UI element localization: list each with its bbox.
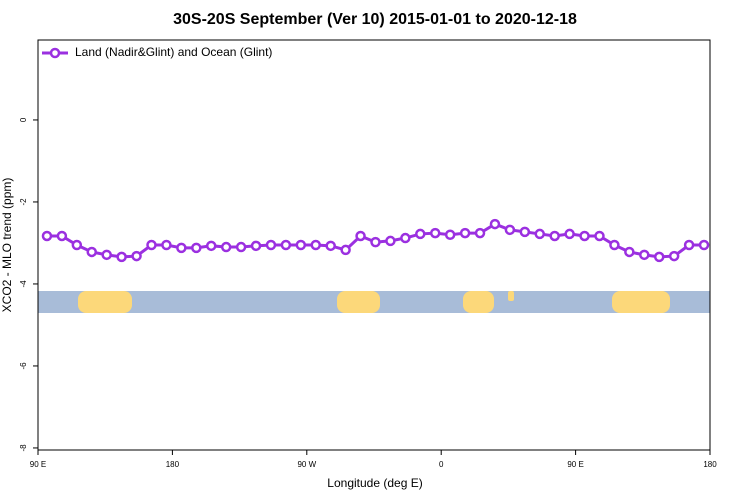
legend-marker [49, 47, 61, 59]
y-tick-label: -8 [19, 444, 28, 452]
data-point [310, 239, 322, 251]
x-tick-label: 90 E [567, 460, 583, 469]
data-point [639, 249, 650, 261]
legend-label: Land (Nadir&Glint) and Ocean (Glint) [75, 45, 272, 59]
data-point [116, 251, 127, 263]
data-point [355, 230, 366, 242]
data-point [340, 244, 351, 256]
data-point [295, 239, 307, 251]
y-tick-label: -4 [19, 280, 28, 288]
data-point [385, 235, 396, 247]
data-point [71, 239, 83, 251]
chart-title: 30S-20S September (Ver 10) 2015-01-01 to… [173, 11, 577, 28]
data-point [41, 230, 53, 242]
data-point [459, 227, 471, 239]
data-point [474, 227, 486, 239]
data-point [101, 249, 112, 261]
data-point [370, 236, 381, 248]
data-point [698, 239, 710, 251]
data-point [250, 240, 262, 252]
land-blob [337, 291, 380, 313]
data-point [265, 239, 277, 251]
land-blob [612, 291, 670, 313]
data-point [534, 228, 546, 240]
data-point [325, 240, 336, 252]
data-point [205, 240, 217, 252]
data-point [668, 250, 680, 262]
data-point [624, 246, 635, 258]
y-axis-label: XCO2 - MLO trend (ppm) [0, 178, 14, 313]
y-tick-label: -6 [19, 362, 28, 370]
data-point [444, 229, 456, 240]
land-blob [463, 291, 494, 313]
data-point [176, 242, 187, 254]
data-point [400, 232, 411, 244]
data-point [235, 241, 247, 253]
data-point [191, 242, 202, 254]
y-tick-label: 0 [19, 117, 28, 122]
data-point [429, 227, 441, 239]
data-point [220, 241, 232, 253]
land-blob [508, 291, 514, 301]
data-point [579, 230, 590, 242]
data-point [56, 230, 68, 242]
land-map [38, 291, 710, 313]
data-point [415, 228, 426, 240]
data-point [594, 230, 605, 242]
data-point [519, 226, 531, 238]
x-axis-label: Longitude (deg E) [327, 476, 422, 490]
data-point [146, 239, 157, 251]
x-tick-label: 0 [439, 460, 444, 469]
data-point [609, 239, 620, 251]
data-point [653, 251, 665, 263]
data-point [131, 250, 142, 262]
land-blob [78, 291, 132, 313]
x-tick-label: 90 E [30, 460, 46, 469]
data-point [504, 224, 516, 236]
plot-frame [37, 39, 711, 451]
data-point [564, 228, 575, 240]
x-tick-label: 180 [703, 460, 717, 469]
data-point [489, 218, 501, 230]
data-point [280, 239, 292, 251]
data-point [549, 230, 560, 242]
data-point [161, 239, 172, 251]
y-tick-label: -2 [19, 198, 28, 206]
x-tick-label: 180 [166, 460, 180, 469]
x-tick-label: 90 W [297, 460, 316, 469]
data-point [86, 246, 98, 258]
data-point [683, 239, 695, 251]
